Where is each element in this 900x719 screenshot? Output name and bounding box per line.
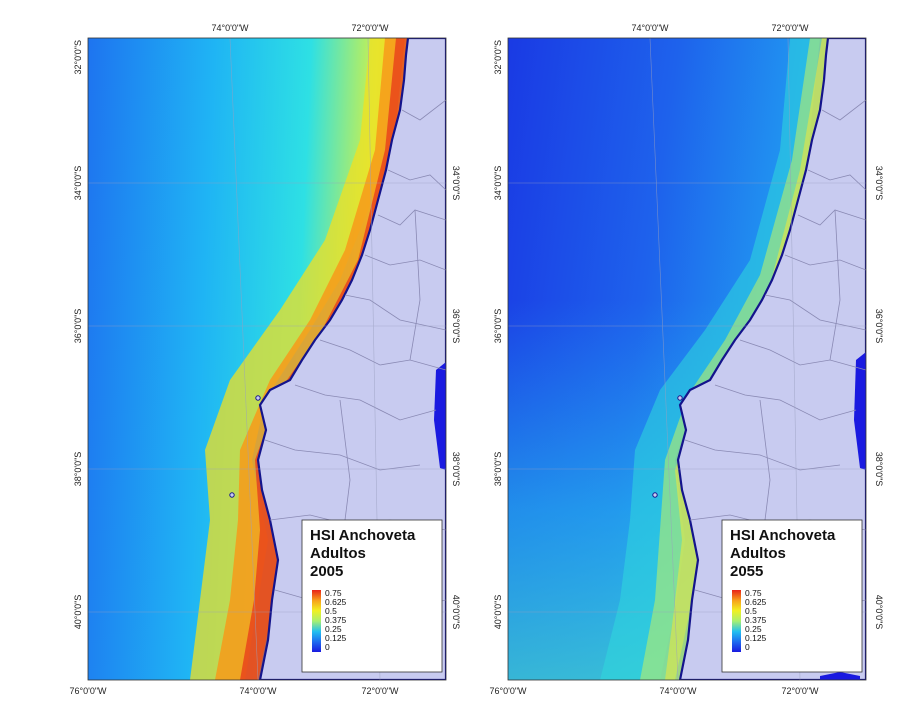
legend-title: HSI Anchoveta [730, 527, 836, 544]
legend-title: HSI Anchoveta [310, 527, 416, 544]
legend-label: 0.375 [745, 615, 767, 625]
lon-label-bottom-76: 76°0'0"W [489, 686, 527, 696]
lat-label-left-38: 38°0'0"S [73, 452, 83, 487]
lon-label-bottom-72: 72°0'0"W [361, 686, 399, 696]
atlantic-patch-south [820, 672, 860, 680]
legend-label: 0.375 [325, 615, 347, 625]
legend-label: 0.625 [325, 597, 347, 607]
lon-label-top-72: 72°0'0"W [771, 23, 809, 33]
lon-label-top-74: 74°0'0"W [631, 23, 669, 33]
map-2055: 74°0'0"W 72°0'0"W 76°0'0"W 74°0'0"W 72°0… [489, 23, 884, 696]
legend-2055: HSI Anchoveta Adultos 2055 0.75 0.625 0.… [721, 519, 863, 673]
lat-label-left-32: 32°0'0"S [73, 40, 83, 75]
lat-label-right-34: 34°0'0"S [874, 166, 884, 201]
legend-label: 0.25 [745, 624, 762, 634]
legend-label: 0.25 [325, 624, 342, 634]
lat-label-right-38: 38°0'0"S [451, 452, 460, 487]
lat-label-right-38: 38°0'0"S [874, 452, 884, 487]
legend-color-ramp [312, 590, 321, 652]
legend-year: 2005 [310, 563, 343, 580]
lat-label-right-40: 40°0'0"S [451, 595, 460, 630]
atlantic-patch [854, 352, 866, 470]
map-panel-2055: 74°0'0"W 72°0'0"W 76°0'0"W 74°0'0"W 72°0… [460, 0, 900, 719]
legend-label: 0.75 [325, 588, 342, 598]
lon-label-bottom-74: 74°0'0"W [659, 686, 697, 696]
lat-label-right-40: 40°0'0"S [874, 595, 884, 630]
lat-label-left-34: 34°0'0"S [493, 166, 503, 201]
legend-label: 0 [745, 642, 750, 652]
lat-label-left-32: 32°0'0"S [493, 40, 503, 75]
lon-label-bottom-74: 74°0'0"W [239, 686, 277, 696]
legend-subtitle: Adultos [310, 545, 366, 562]
lat-label-left-36: 36°0'0"S [493, 309, 503, 344]
lon-label-bottom-72: 72°0'0"W [781, 686, 819, 696]
legend-subtitle: Adultos [730, 545, 786, 562]
lat-label-left-34: 34°0'0"S [73, 166, 83, 201]
lat-label-right-36: 36°0'0"S [451, 309, 460, 344]
legend-label: 0.125 [325, 633, 347, 643]
map-2005: 74°0'0"W 72°0'0"W 76°0'0"W 74°0'0"W 72°0… [69, 23, 460, 696]
lat-label-left-38: 38°0'0"S [493, 452, 503, 487]
legend-2005: HSI Anchoveta Adultos 2005 0.75 0.625 0.… [301, 519, 443, 673]
legend-label: 0.5 [745, 606, 757, 616]
map-frame [507, 37, 867, 681]
legend-year: 2055 [730, 563, 763, 580]
lat-label-left-36: 36°0'0"S [73, 309, 83, 344]
lat-label-right-34: 34°0'0"S [451, 166, 460, 201]
legend-label: 0.75 [745, 588, 762, 598]
legend-color-ramp [732, 590, 741, 652]
legend-label: 0.625 [745, 597, 767, 607]
coastal-band-yellow [665, 38, 832, 680]
map-panel-2005: 74°0'0"W 72°0'0"W 76°0'0"W 74°0'0"W 72°0… [40, 0, 460, 719]
legend-label: 0 [325, 642, 330, 652]
legend-label: 0.125 [745, 633, 767, 643]
land-chile [256, 38, 446, 680]
land-chile [676, 38, 866, 680]
atlantic-patch [434, 362, 446, 470]
lon-label-bottom-76: 76°0'0"W [69, 686, 107, 696]
map-frame [87, 37, 447, 681]
lat-label-left-40: 40°0'0"S [493, 595, 503, 630]
coastal-band-cyan [600, 38, 820, 680]
lon-label-top-74: 74°0'0"W [211, 23, 249, 33]
lat-label-left-40: 40°0'0"S [73, 595, 83, 630]
legend-label: 0.5 [325, 606, 337, 616]
lat-label-right-36: 36°0'0"S [874, 309, 884, 344]
lon-label-top-72: 72°0'0"W [351, 23, 389, 33]
